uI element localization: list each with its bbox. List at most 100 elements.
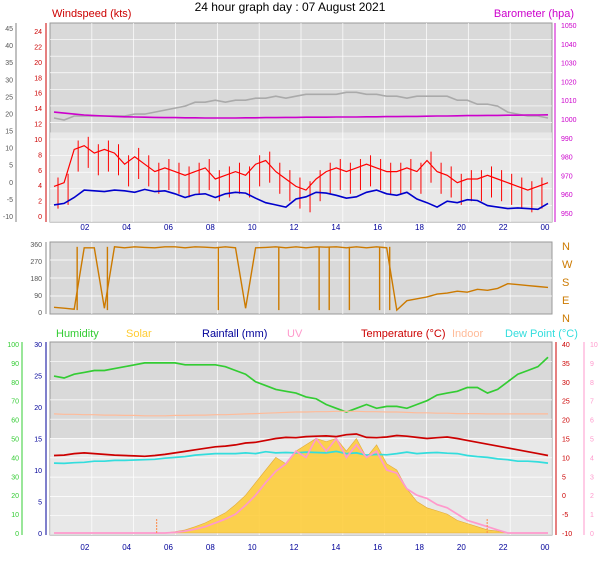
baro-axis-label: Barometer (hpa) <box>494 8 574 20</box>
wind-x-tick-14: 14 <box>331 223 340 232</box>
wind-x-tick-04: 04 <box>122 223 131 232</box>
uv-tick-10: 10 <box>590 342 598 349</box>
uv-tick-5: 5 <box>590 437 594 444</box>
wind-outer-tick-5: 5 <box>9 163 13 170</box>
uv-tick-3: 3 <box>590 474 594 481</box>
series-indoor <box>53 410 548 417</box>
rain-tick-30: 30 <box>34 342 42 349</box>
wind-x-tick-00: 00 <box>541 223 550 232</box>
temp-tick-25: 25 <box>562 399 570 406</box>
temp-x-tick-16: 16 <box>373 543 382 552</box>
wind-inner-tick-22: 22 <box>34 44 42 51</box>
temp-x-tick-02: 02 <box>80 543 89 552</box>
wind-inner-tick-16: 16 <box>34 91 42 98</box>
rain-tick-20: 20 <box>34 405 42 412</box>
wind-axis-label: Windspeed (kts) <box>52 8 131 20</box>
series-temperature <box>53 433 549 458</box>
wind-inner-tick-4: 4 <box>38 183 42 190</box>
legend-indoor: Indoor <box>452 328 484 340</box>
uv-tick-8: 8 <box>590 380 594 387</box>
temp-x-tick-04: 04 <box>122 543 131 552</box>
baro-tick-980: 980 <box>561 155 573 162</box>
legend-solar: Solar <box>126 328 152 340</box>
temp-tick-15: 15 <box>562 437 570 444</box>
temp-tick-0: 0 <box>562 493 566 500</box>
legend-dew: Dew Point (°C) <box>505 328 578 340</box>
rain-tick-0: 0 <box>38 531 42 538</box>
temp-tick-40: 40 <box>562 342 570 349</box>
baro-tick-950: 950 <box>561 211 573 218</box>
series-avg <box>53 188 549 211</box>
series-uv <box>54 436 548 534</box>
series-gust <box>53 145 549 191</box>
wind-outer-tick-25: 25 <box>5 94 13 101</box>
dir-right-tick-N: N <box>562 241 570 253</box>
uv-tick-4: 4 <box>590 455 594 462</box>
wind-x-tick-08: 08 <box>206 223 215 232</box>
hum-tick-10: 10 <box>11 512 19 519</box>
uv-tick-0: 0 <box>590 531 594 538</box>
temp-tick--5: -5 <box>562 512 568 519</box>
temp-x-tick-00: 00 <box>541 543 550 552</box>
baro-tick-1010: 1010 <box>561 98 577 105</box>
rain-tick-15: 15 <box>34 437 42 444</box>
wind-inner-tick-20: 20 <box>34 60 42 67</box>
hum-tick-90: 90 <box>11 361 19 368</box>
temp-humidity-panel: 1009080706050403020100302520151050403530… <box>7 328 598 552</box>
wind-inner-tick-24: 24 <box>34 29 42 36</box>
series-dir <box>53 246 549 312</box>
wind-outer-tick-0: 0 <box>9 180 13 187</box>
wind-outer-tick-30: 30 <box>5 77 13 84</box>
baro-tick-990: 990 <box>561 136 573 143</box>
wind-outer-tick-45: 45 <box>5 26 13 33</box>
uv-tick-1: 1 <box>590 512 594 519</box>
uv-tick-7: 7 <box>590 399 594 406</box>
wind-outer-tick-10: 10 <box>5 146 13 153</box>
temp-x-tick-14: 14 <box>331 543 340 552</box>
temp-x-tick-20: 20 <box>457 543 466 552</box>
wind-inner-tick-6: 6 <box>38 168 42 175</box>
wind-inner-tick-0: 0 <box>38 214 42 221</box>
wind-outer-tick-35: 35 <box>5 60 13 67</box>
temp-tick-35: 35 <box>562 361 570 368</box>
dir-left-tick-270: 270 <box>30 259 42 266</box>
hum-tick-80: 80 <box>11 380 19 387</box>
wind-x-tick-16: 16 <box>373 223 382 232</box>
wind-x-tick-20: 20 <box>457 223 466 232</box>
hum-tick-60: 60 <box>11 418 19 425</box>
hum-tick-20: 20 <box>11 493 19 500</box>
legend-rainfall: Rainfall (mm) <box>202 328 267 340</box>
wind-outer-tick--10: -10 <box>3 214 13 221</box>
temp-x-tick-08: 08 <box>206 543 215 552</box>
dir-right-tick-E: E <box>562 295 569 307</box>
dir-left-tick-90: 90 <box>34 293 42 300</box>
baro-tick-970: 970 <box>561 173 573 180</box>
legend-humidity: Humidity <box>56 328 99 340</box>
baro-tick-960: 960 <box>561 192 573 199</box>
hum-tick-0: 0 <box>15 531 19 538</box>
uv-tick-2: 2 <box>590 493 594 500</box>
wind-x-tick-02: 02 <box>80 223 89 232</box>
temp-tick-20: 20 <box>562 418 570 425</box>
temp-x-tick-18: 18 <box>415 543 424 552</box>
wind-baro-panel: 454035302520151050-5-1024222018161412108… <box>3 8 577 232</box>
temp-x-tick-22: 22 <box>499 543 508 552</box>
dir-right-tick-N: N <box>562 313 570 325</box>
dir-left-tick-360: 360 <box>30 242 42 249</box>
graph-title: 24 hour graph day : 07 August 2021 <box>195 0 386 14</box>
wind-inner-tick-14: 14 <box>34 106 42 113</box>
wind-inner-tick-8: 8 <box>38 152 42 159</box>
wind-x-tick-22: 22 <box>499 223 508 232</box>
hum-tick-100: 100 <box>7 342 19 349</box>
wind-outer-tick-20: 20 <box>5 111 13 118</box>
rain-tick-5: 5 <box>38 500 42 507</box>
temp-tick-5: 5 <box>562 474 566 481</box>
uv-tick-6: 6 <box>590 418 594 425</box>
wind-inner-tick-2: 2 <box>38 199 42 206</box>
rain-tick-25: 25 <box>34 374 42 381</box>
wind-outer-tick-15: 15 <box>5 129 13 136</box>
temp-tick--10: -10 <box>562 531 572 538</box>
